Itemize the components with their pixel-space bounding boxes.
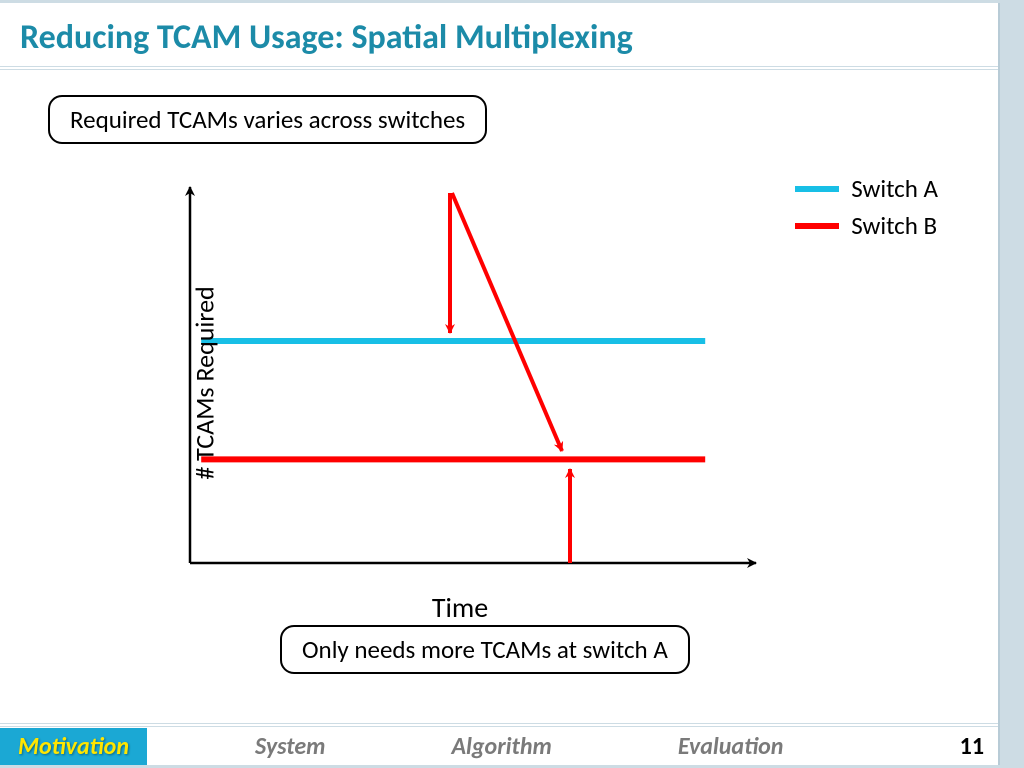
slide-title: Reducing TCAM Usage: Spatial Multiplexin… bbox=[20, 17, 1004, 58]
legend-row: Switch B bbox=[795, 210, 938, 241]
nav-motivation[interactable]: Motivation bbox=[0, 728, 147, 765]
nav-evaluation[interactable]: Evaluation bbox=[660, 728, 802, 765]
callout-top: Required TCAMs varies across switches bbox=[48, 95, 487, 144]
y-axis-label: # TCAMs Required bbox=[189, 286, 221, 479]
callout-bottom: Only needs more TCAMs at switch A bbox=[280, 625, 690, 674]
footer-nav: Motivation System Algorithm Evaluation 1… bbox=[0, 723, 998, 765]
chart: # TCAMs Required Time bbox=[160, 183, 760, 583]
legend-row: Switch A bbox=[795, 173, 938, 204]
legend-swatch-a bbox=[795, 186, 839, 192]
decorative-stripe bbox=[998, 3, 1024, 765]
title-bar: Reducing TCAM Usage: Spatial Multiplexin… bbox=[0, 3, 1024, 70]
legend: Switch A Switch B bbox=[795, 173, 938, 247]
legend-label-b: Switch B bbox=[851, 210, 937, 241]
slide: Reducing TCAM Usage: Spatial Multiplexin… bbox=[0, 0, 1024, 768]
content-area: Required TCAMs varies across switches Sw… bbox=[0, 73, 998, 723]
legend-swatch-b bbox=[795, 223, 839, 229]
nav-algorithm[interactable]: Algorithm bbox=[433, 728, 569, 765]
x-axis-label: Time bbox=[432, 590, 488, 625]
legend-label-a: Switch A bbox=[851, 173, 938, 204]
chart-svg bbox=[160, 183, 760, 583]
page-number: 11 bbox=[960, 732, 984, 761]
nav-system[interactable]: System bbox=[237, 728, 343, 765]
